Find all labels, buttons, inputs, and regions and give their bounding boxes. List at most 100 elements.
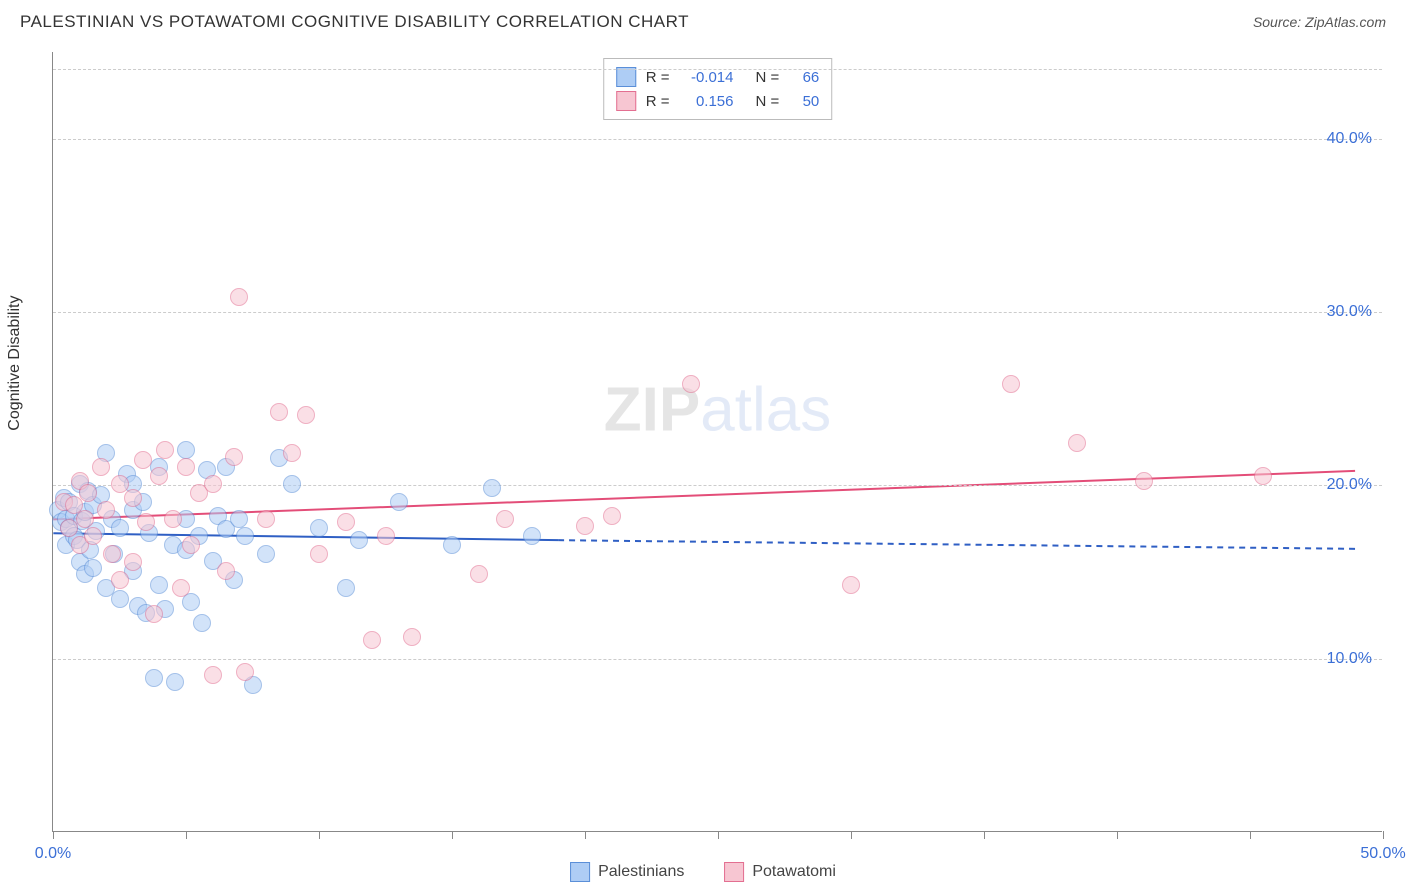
scatter-point <box>483 479 501 497</box>
legend-swatch <box>724 862 744 882</box>
stats-n-value: 66 <box>789 69 819 86</box>
scatter-point <box>283 444 301 462</box>
scatter-point <box>156 441 174 459</box>
scatter-point <box>150 467 168 485</box>
scatter-point <box>134 451 152 469</box>
scatter-point <box>164 510 182 528</box>
scatter-point <box>145 669 163 687</box>
scatter-point <box>1135 472 1153 490</box>
gridline <box>53 659 1382 660</box>
x-tick <box>452 831 453 839</box>
scatter-point <box>137 513 155 531</box>
scatter-point <box>842 576 860 594</box>
legend-label: Palestinians <box>598 863 684 881</box>
scatter-point <box>523 527 541 545</box>
scatter-point <box>84 527 102 545</box>
x-tick <box>319 831 320 839</box>
series-swatch <box>616 91 636 111</box>
y-tick-label: 40.0% <box>1327 130 1372 148</box>
x-tick <box>984 831 985 839</box>
scatter-point <box>283 475 301 493</box>
scatter-point <box>150 576 168 594</box>
trendline <box>53 533 558 540</box>
scatter-point <box>193 614 211 632</box>
stats-n-value: 50 <box>789 93 819 110</box>
scatter-point <box>1068 434 1086 452</box>
stats-legend-box: R = -0.014 N = 66 R = 0.156 N = 50 <box>603 58 833 120</box>
scatter-point <box>257 510 275 528</box>
scatter-point <box>204 666 222 684</box>
scatter-point <box>337 579 355 597</box>
y-tick-label: 30.0% <box>1327 303 1372 321</box>
trendline <box>558 540 1355 549</box>
scatter-point <box>310 545 328 563</box>
scatter-point <box>1002 375 1020 393</box>
scatter-point <box>92 458 110 476</box>
x-tick <box>1250 831 1251 839</box>
scatter-point <box>177 458 195 476</box>
stats-r-value: 0.156 <box>680 93 734 110</box>
scatter-point <box>470 565 488 583</box>
x-tick <box>851 831 852 839</box>
scatter-point <box>84 559 102 577</box>
scatter-point <box>270 403 288 421</box>
scatter-point <box>76 510 94 528</box>
x-tick <box>585 831 586 839</box>
stats-r-label: R = <box>646 69 670 86</box>
watermark: ZIPatlas <box>604 375 831 446</box>
scatter-point <box>79 484 97 502</box>
bottom-legend: Palestinians Potawatomi <box>570 862 836 882</box>
stats-n-label: N = <box>756 69 780 86</box>
chart-title: PALESTINIAN VS POTAWATOMI COGNITIVE DISA… <box>20 12 689 32</box>
chart-plot-area: Cognitive Disability ZIPatlas R =-0.014N… <box>52 52 1382 832</box>
stats-r-value: -0.014 <box>680 69 734 86</box>
trendlines-layer <box>53 52 1382 831</box>
trendline <box>53 471 1355 519</box>
scatter-point <box>166 673 184 691</box>
x-tick-label: 50.0% <box>1360 845 1405 863</box>
scatter-point <box>377 527 395 545</box>
x-tick <box>186 831 187 839</box>
scatter-point <box>403 628 421 646</box>
y-tick-label: 10.0% <box>1327 650 1372 668</box>
scatter-point <box>230 510 248 528</box>
scatter-point <box>217 562 235 580</box>
scatter-point <box>111 571 129 589</box>
stats-n-label: N = <box>756 93 780 110</box>
scatter-point <box>257 545 275 563</box>
scatter-point <box>225 448 243 466</box>
scatter-point <box>111 590 129 608</box>
x-tick <box>1383 831 1384 839</box>
x-tick <box>1117 831 1118 839</box>
stats-r-label: R = <box>646 93 670 110</box>
scatter-point <box>103 545 121 563</box>
scatter-point <box>124 489 142 507</box>
scatter-point <box>230 288 248 306</box>
scatter-point <box>363 631 381 649</box>
scatter-point <box>236 527 254 545</box>
x-tick-label: 0.0% <box>35 845 71 863</box>
scatter-point <box>682 375 700 393</box>
scatter-point <box>204 475 222 493</box>
scatter-point <box>443 536 461 554</box>
x-tick <box>718 831 719 839</box>
legend-label: Potawatomi <box>752 863 836 881</box>
scatter-point <box>350 531 368 549</box>
scatter-point <box>390 493 408 511</box>
gridline <box>53 485 1382 486</box>
scatter-point <box>576 517 594 535</box>
watermark-atlas: atlas <box>700 376 831 445</box>
x-tick <box>53 831 54 839</box>
stats-row: R = 0.156 N = 50 <box>616 89 820 113</box>
legend-swatch <box>570 862 590 882</box>
scatter-point <box>496 510 514 528</box>
scatter-point <box>124 553 142 571</box>
scatter-point <box>182 536 200 554</box>
scatter-point <box>97 501 115 519</box>
gridline <box>53 312 1382 313</box>
scatter-point <box>177 441 195 459</box>
scatter-point <box>172 579 190 597</box>
scatter-point <box>310 519 328 537</box>
y-tick-label: 20.0% <box>1327 476 1372 494</box>
legend-item: Palestinians <box>570 862 684 882</box>
